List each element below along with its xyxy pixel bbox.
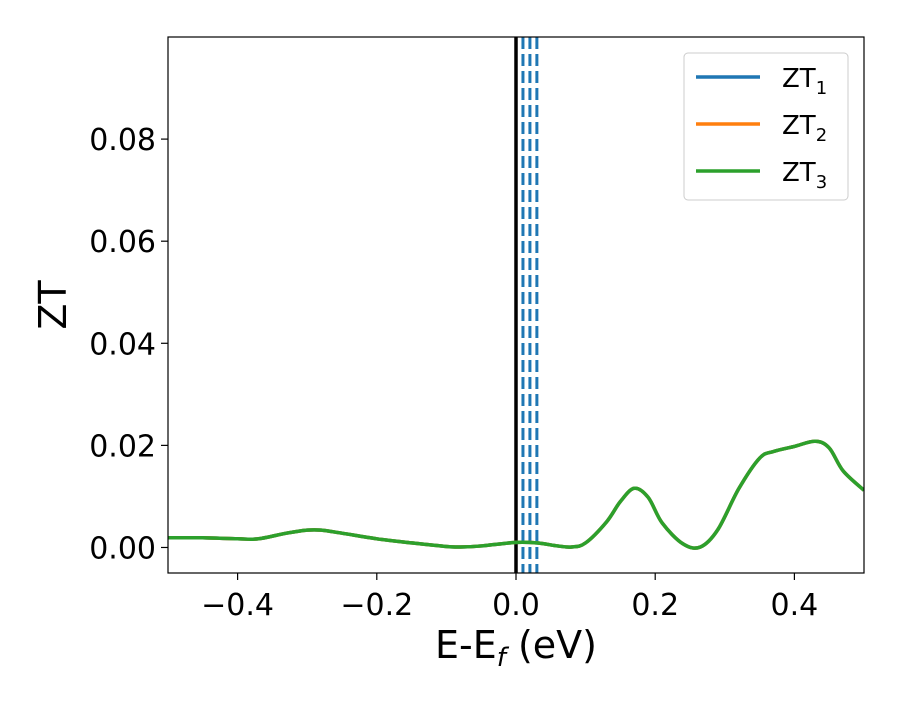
y-tick-label-4: 0.08 [89, 123, 156, 158]
series-group [168, 439, 864, 550]
legend-label-1: ZT1 [782, 64, 827, 99]
legend-label-2: ZT2 [782, 111, 827, 146]
x-axis-ticks: −0.4 −0.2 0.0 0.2 0.4 [201, 573, 818, 623]
y-tick-label-2: 0.04 [89, 327, 156, 362]
y-tick-label-0: 0.00 [89, 531, 156, 566]
legend-label-3: ZT3 [782, 158, 827, 193]
x-axis-title-main: E-E [435, 623, 497, 667]
y-tick-label-3: 0.06 [89, 225, 156, 260]
x-axis-title: E-Ef (eV) [435, 623, 597, 673]
y-tick-label-1: 0.02 [89, 429, 156, 464]
x-tick-label-3: 0.2 [631, 588, 679, 623]
x-tick-label-4: 0.4 [771, 588, 819, 623]
x-tick-label-1: −0.2 [340, 588, 413, 623]
x-axis-title-unit: (eV) [506, 623, 597, 667]
x-tick-label-0: −0.4 [201, 588, 274, 623]
y-axis-ticks: 0.00 0.02 0.04 0.06 0.08 [89, 123, 168, 566]
x-tick-label-2: 0.0 [492, 588, 540, 623]
reference-lines [514, 37, 539, 573]
y-axis-title: ZT [31, 280, 75, 330]
series-line-zt3 [168, 439, 864, 550]
legend: ZT1 ZT2 ZT3 [683, 52, 849, 201]
legend-box [683, 52, 849, 201]
